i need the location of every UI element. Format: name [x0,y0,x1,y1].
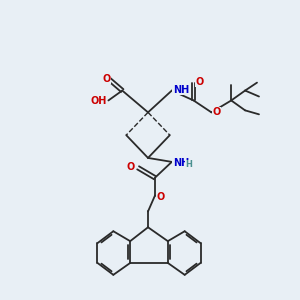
Text: O: O [157,192,165,202]
Text: O: O [127,162,135,172]
Text: OH: OH [90,97,106,106]
Text: H: H [186,160,193,169]
Text: O: O [102,74,110,84]
Text: NH: NH [173,158,189,168]
Text: O: O [212,107,221,117]
Text: O: O [196,76,204,87]
Text: NH: NH [173,85,189,94]
